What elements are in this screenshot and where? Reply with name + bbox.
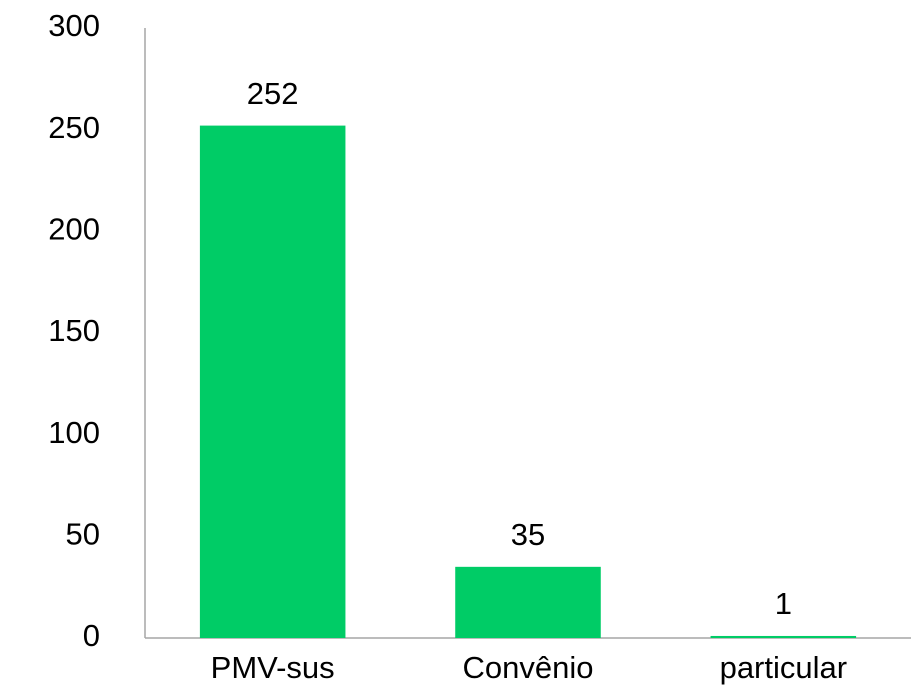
y-tick-label: 200 [48,212,100,247]
y-tick-label: 50 [66,517,100,552]
data-label: 35 [511,517,545,552]
bar [710,635,857,638]
x-tick-label: Convênio [463,650,594,685]
x-tick-label: PMV-sus [211,650,335,685]
y-tick-label: 300 [48,8,100,43]
data-label: 252 [247,76,299,111]
y-tick-label: 100 [48,415,100,450]
x-tick-label: particular [720,650,848,685]
data-label: 1 [775,586,792,621]
bar [455,566,601,638]
bar [199,125,346,639]
y-tick-label: 150 [48,313,100,348]
y-tick-label: 0 [83,618,100,653]
y-tick-label: 250 [48,110,100,145]
